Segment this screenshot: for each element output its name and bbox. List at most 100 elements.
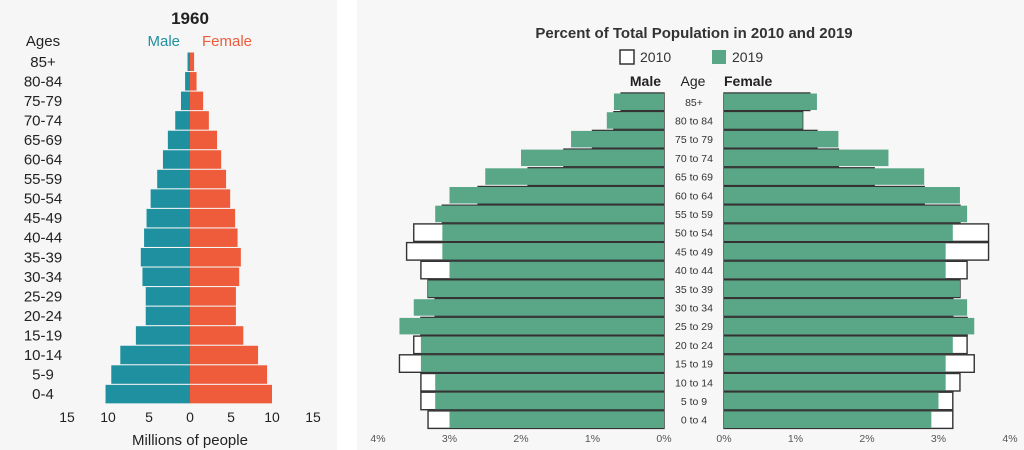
male-2019-bar [449,261,664,279]
female-bar [190,248,241,267]
age-label: 5-9 [32,367,54,384]
age-label: 70 to 74 [675,153,713,165]
female-2019-bar [724,392,939,410]
female-2019-bar [724,224,953,241]
female-bar [190,208,236,228]
age-label: 85+ [685,97,703,109]
legend-2010-swatch [619,49,635,65]
female-bar [190,111,209,130]
age-label: 35 to 39 [675,284,713,296]
age-label: 50-54 [24,191,62,208]
age-label: 45-49 [24,210,62,227]
male-x-tick-label: 3% [442,433,457,445]
legend-2010-label: 2010 [640,49,671,65]
age-label: 65-69 [24,132,62,149]
female-bar [190,326,244,345]
male-2019-bar [571,130,664,148]
female-bar [190,287,236,306]
x-tick-label: 10 [100,409,116,425]
male-x-tick-label: 1% [585,433,600,445]
male-2019-bar [449,411,664,428]
age-label: 0 to 4 [681,415,707,427]
age-label: 20 to 24 [675,340,713,352]
age-label: 55 to 59 [675,209,713,221]
female-bar [190,72,197,91]
x-tick-label: 0 [186,409,194,425]
male-2019-bar [606,112,664,129]
male-2019-bar [435,374,664,391]
male-2019-bar [449,187,664,204]
female-2019-bar [724,243,946,260]
legend-2019-swatch [712,50,726,64]
male-bar [105,384,190,404]
age-label: 35-39 [24,249,62,266]
female-x-tick-label: 3% [931,433,946,445]
pyramid-1960-panel: 1960 Ages Male Female 85+ 80-84 75-79 70-74… [0,0,337,450]
age-label: 5 to 9 [681,396,707,408]
female-2019-bar [724,93,817,110]
age-label: 20-24 [24,308,62,325]
male-bar [157,169,190,189]
female-2019-bar [724,317,975,335]
male-2019-bar [435,205,664,223]
female-label: Female [202,33,252,50]
age-label: 75-79 [24,93,62,110]
age-label: 50 to 54 [675,228,713,240]
age-label: 30-34 [24,269,62,286]
age-label: 0-4 [32,386,54,403]
female-bar [190,228,238,247]
age-label: 10-14 [24,347,62,364]
age-label: 85+ [30,54,56,71]
female-bar [190,130,218,150]
age-label: 80 to 84 [675,115,713,127]
age-label: 70-74 [24,112,62,129]
female-bar [190,91,204,111]
age-label: 80-84 [24,73,62,90]
female-2019-bar [724,187,960,204]
female-2019-bar [724,299,968,316]
female-bar [190,306,236,326]
female-2019-bar [724,374,946,391]
ages-header: Ages [26,33,60,50]
age-label: 15-19 [24,327,62,344]
male-bar [135,326,190,345]
age-header: Age [681,73,706,89]
age-label: 10 to 14 [675,377,713,389]
x-tick-label: 5 [227,409,235,425]
male-bar [187,52,190,71]
age-label: 15 to 19 [675,359,713,371]
male-2019-bar [420,355,664,372]
age-label: 25-29 [24,288,62,305]
chart-title: 1960 [171,9,209,28]
age-label: 25 to 29 [675,321,713,333]
female-2019-bar [724,336,953,354]
male-bar [167,130,190,150]
x-axis-title: Millions of people [132,432,248,449]
male-x-tick-label: 4% [370,433,385,445]
female-2019-bar [724,112,803,129]
male-x-tick-label: 2% [513,433,528,445]
female-x-tick-label: 4% [1002,433,1017,445]
female-2019-bar [724,168,925,185]
male-bar [140,248,190,267]
male-bar [120,345,190,365]
female-2019-bar [724,280,960,297]
x-tick-label: 10 [264,409,280,425]
female-bar [190,384,272,404]
male-2019-bar [442,243,664,260]
age-label: 60 to 64 [675,190,713,202]
male-bar [180,91,190,111]
female-x-tick-label: 1% [788,433,803,445]
female-2019-bar [724,205,968,223]
age-label: 40 to 44 [675,265,713,277]
x-tick-label: 15 [305,409,321,425]
x-tick-label: 15 [59,409,75,425]
legend-2019-label: 2019 [732,49,763,65]
male-bar [146,208,190,228]
female-header: Female [724,73,772,89]
female-2019-bar [724,261,946,279]
male-2019-bar [435,392,664,410]
female-2019-bar [724,411,932,428]
male-label: Male [147,33,180,50]
pyramid-2010-2019-chart: Percent of Total Population in 2010 and … [370,25,1017,445]
